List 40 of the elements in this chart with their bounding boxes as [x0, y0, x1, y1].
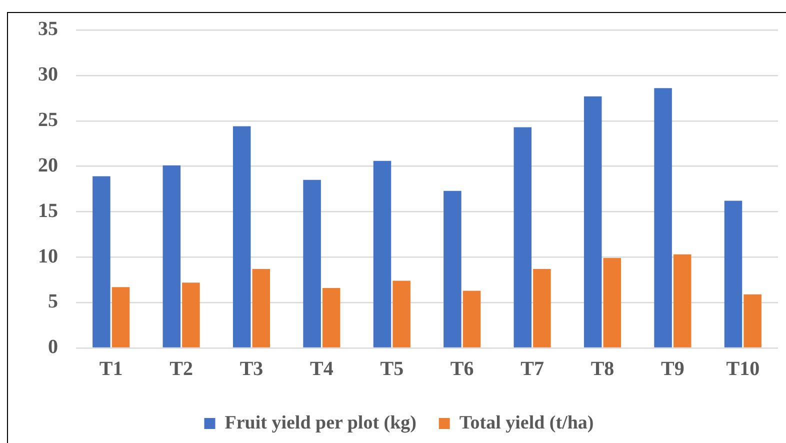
y-tick-label: 30: [38, 64, 58, 86]
bar: [182, 282, 200, 348]
bar: [654, 88, 672, 348]
bar: [462, 290, 481, 348]
bar: [724, 200, 742, 348]
bar: [444, 190, 462, 348]
bar: [303, 180, 321, 348]
x-tick-label: T8: [590, 358, 614, 380]
bar: [603, 258, 622, 348]
bar: [162, 165, 181, 348]
y-tick-label: 35: [38, 18, 58, 40]
bar: [744, 294, 762, 348]
x-tick-label: T7: [520, 358, 544, 380]
bar: [112, 287, 130, 348]
x-tick-label: T10: [726, 358, 760, 380]
y-tick-label: 20: [38, 154, 58, 176]
y-tick-label: 10: [38, 245, 58, 268]
y-tick-label: 25: [38, 109, 58, 132]
bar: [392, 280, 410, 348]
x-tick-label: T6: [450, 358, 474, 380]
bar: [514, 127, 532, 348]
legend-label: Fruit yield per plot (kg): [224, 412, 417, 434]
bar: [92, 176, 110, 348]
legend-label: Total yield (t/ha): [459, 412, 594, 434]
y-tick-label: 0: [48, 336, 58, 358]
bar: [673, 254, 692, 348]
bar: [533, 268, 551, 348]
x-tick-label: T4: [310, 358, 334, 380]
x-tick-label: T3: [240, 358, 264, 380]
bar: [322, 288, 340, 348]
bar: [252, 268, 270, 348]
x-tick-label: T2: [170, 358, 193, 380]
x-tick-label: T1: [99, 358, 123, 380]
x-tick-label: T5: [380, 358, 404, 380]
bar: [584, 96, 602, 348]
x-tick-label: T9: [661, 358, 684, 380]
y-tick-label: 15: [38, 200, 58, 222]
bar: [232, 126, 251, 348]
bar: [373, 160, 392, 348]
y-tick-label: 5: [48, 290, 58, 313]
